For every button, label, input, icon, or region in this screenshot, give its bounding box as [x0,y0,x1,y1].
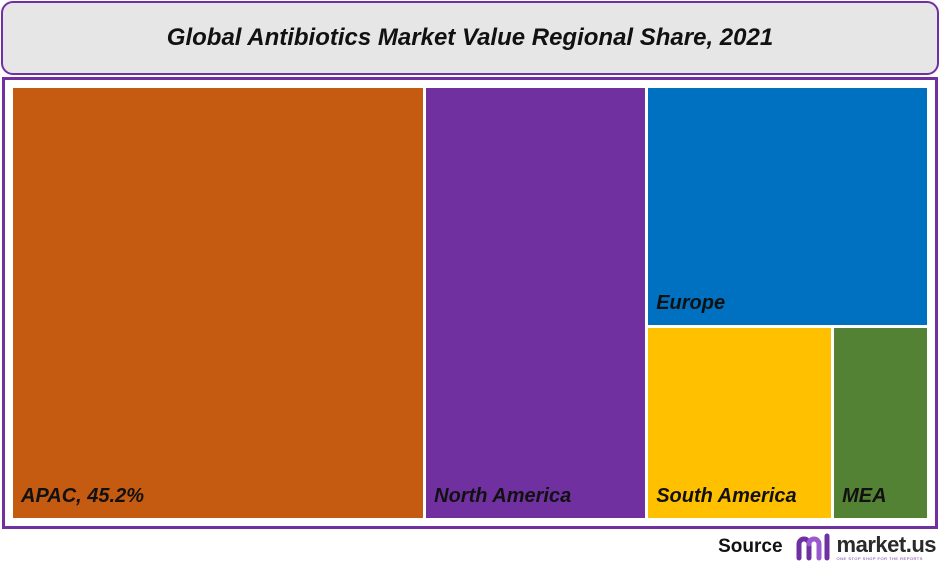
tile-label-south-america: South America [656,484,797,507]
tile-apac: APAC, 45.2% [13,88,424,518]
logo-tagline: ONE STOP SHOP FOR THE REPORTS [836,555,923,561]
tile-mea: MEA [834,327,927,518]
tile-label-europe: Europe [656,291,726,314]
chart-title-box: Global Antibiotics Market Value Regional… [1,1,939,75]
source-row: Source market.us ONE STOP SHOP FOR THE R… [718,530,937,564]
tile-label-mea: MEA [842,484,887,507]
tile-europe: Europe [648,88,927,325]
market-us-logo: market.us ONE STOP SHOP FOR THE REPORTS [836,531,937,561]
chart-title: Global Antibiotics Market Value Regional… [166,24,774,51]
tile-label-apac: APAC, 45.2% [21,485,145,507]
tile-label-north-america: North America [434,485,572,507]
tile-north-america: North America [426,88,646,518]
source-label: Source [718,536,783,557]
market-us-logo-icon [796,533,830,561]
tile-south-america: South America [648,327,832,518]
logo-text: market.us [836,531,937,557]
treemap-frame: APAC, 45.2% North America Europe South A… [2,77,938,529]
